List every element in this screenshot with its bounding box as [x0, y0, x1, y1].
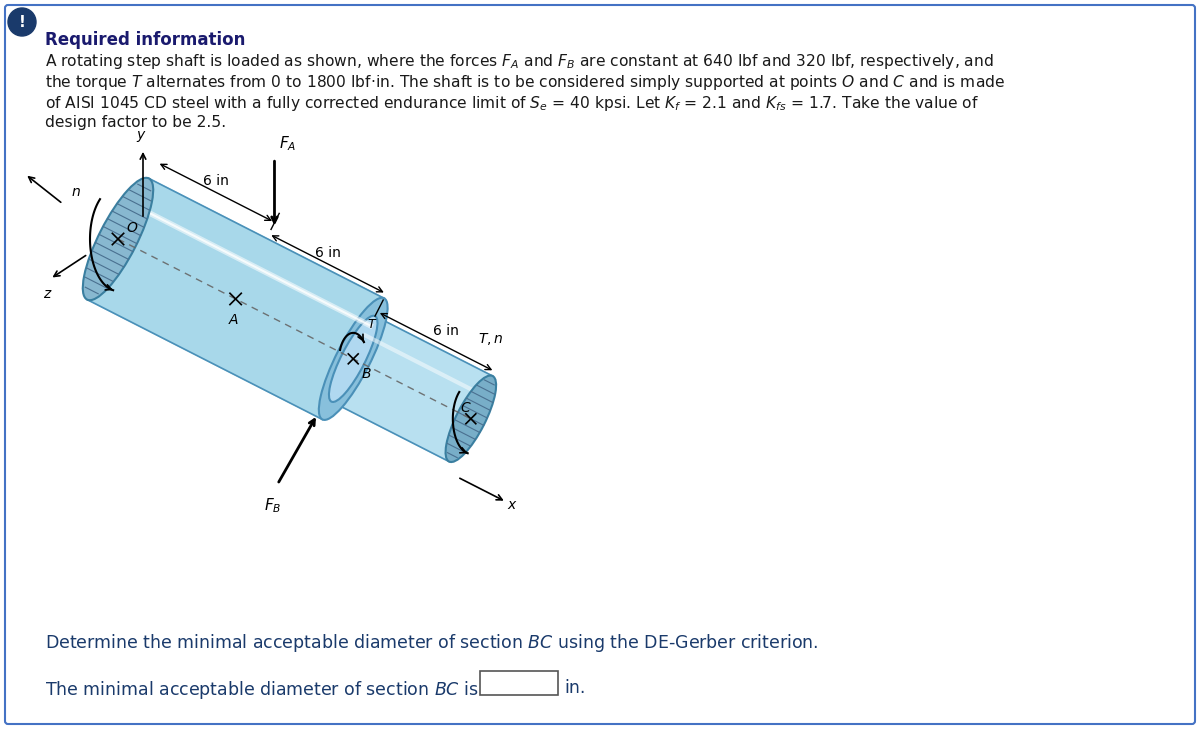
Polygon shape: [88, 179, 384, 419]
Text: $n$: $n$: [71, 185, 80, 199]
Ellipse shape: [83, 178, 154, 300]
Text: 6 in: 6 in: [433, 324, 460, 338]
Text: Required information: Required information: [46, 31, 245, 49]
Bar: [480, 671, 558, 695]
Ellipse shape: [329, 316, 378, 402]
Circle shape: [8, 8, 36, 36]
Text: $C$: $C$: [460, 401, 472, 415]
Text: $F_B$: $F_B$: [264, 496, 281, 515]
Text: $A$: $A$: [228, 313, 239, 327]
Text: in.: in.: [564, 679, 586, 697]
Text: $y$: $y$: [136, 129, 146, 144]
Text: $T$: $T$: [367, 318, 378, 331]
Ellipse shape: [319, 297, 388, 420]
Text: $F_A$: $F_A$: [280, 135, 296, 153]
Text: $x$: $x$: [508, 498, 518, 512]
Text: The minimal acceptable diameter of section $BC$ is: The minimal acceptable diameter of secti…: [46, 679, 479, 701]
Ellipse shape: [445, 375, 496, 462]
Text: of AISI 1045 CD steel with a fully corrected endurance limit of $S_e$ = 40 kpsi.: of AISI 1045 CD steel with a fully corre…: [46, 94, 979, 113]
Text: A rotating step shaft is loaded as shown, where the forces $F_A$ and $F_B$ are c: A rotating step shaft is loaded as shown…: [46, 52, 994, 71]
FancyBboxPatch shape: [5, 5, 1195, 724]
Text: $z$: $z$: [43, 287, 53, 301]
Text: $T, n$: $T, n$: [479, 331, 504, 347]
Text: 6 in: 6 in: [314, 246, 341, 260]
Text: 6 in: 6 in: [203, 174, 229, 188]
Text: $B$: $B$: [361, 367, 372, 381]
Text: Determine the minimal acceptable diameter of section $BC$ using the DE-Gerber cr: Determine the minimal acceptable diamete…: [46, 632, 818, 654]
Text: the torque $T$ alternates from 0 to 1800 lbf$\cdot$in. The shaft is to be consid: the torque $T$ alternates from 0 to 1800…: [46, 73, 1006, 92]
Text: $O$: $O$: [126, 221, 138, 235]
Text: design factor to be 2.5.: design factor to be 2.5.: [46, 115, 226, 130]
Polygon shape: [331, 316, 493, 461]
Text: !: !: [18, 15, 25, 29]
